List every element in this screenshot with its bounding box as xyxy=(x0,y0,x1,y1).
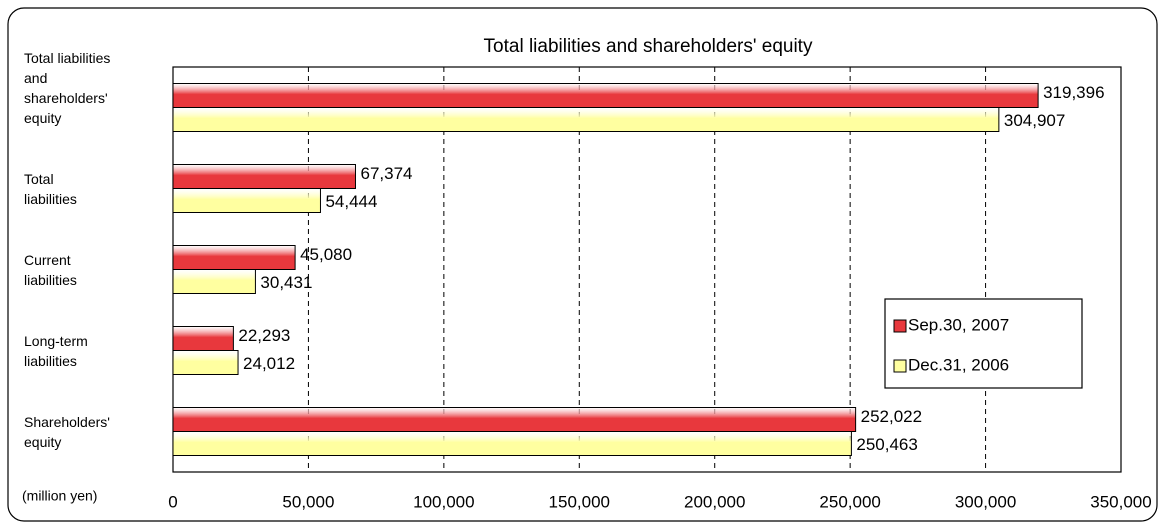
x-tick-label: 150,000 xyxy=(549,492,610,511)
legend-swatch xyxy=(893,359,907,373)
x-tick-label: 50,000 xyxy=(282,492,334,511)
category-label: Total liabilities xyxy=(24,170,77,207)
value-label: 22,293 xyxy=(238,326,290,345)
bar xyxy=(172,188,321,213)
bar xyxy=(172,326,234,351)
category-label: Shareholders' equity xyxy=(24,413,110,450)
value-label: 30,431 xyxy=(260,273,312,292)
value-label: 304,907 xyxy=(1004,111,1065,130)
value-label: 319,396 xyxy=(1043,83,1104,102)
legend-box xyxy=(884,298,1083,389)
x-tick-label: 350,000 xyxy=(1090,492,1151,511)
category-label: Total liabilities and shareholders' equi… xyxy=(24,49,111,126)
category-label: Current liabilities xyxy=(24,251,77,288)
bar xyxy=(172,407,857,432)
x-tick-label: 250,000 xyxy=(819,492,880,511)
legend-swatch xyxy=(893,319,907,333)
legend-label: Dec.31, 2006 xyxy=(908,355,1009,374)
bar xyxy=(172,245,296,270)
value-label: 54,444 xyxy=(325,192,377,211)
value-label: 67,374 xyxy=(360,164,412,183)
value-label: 45,080 xyxy=(300,245,352,264)
bar xyxy=(172,107,1000,132)
bar xyxy=(172,350,239,375)
x-tick-label: 100,000 xyxy=(413,492,474,511)
x-tick-label: 300,000 xyxy=(955,492,1016,511)
annotation: (million yen) xyxy=(22,488,97,504)
value-label: 250,463 xyxy=(856,435,917,454)
legend-label: Sep.30, 2007 xyxy=(908,315,1009,334)
category-label: Long-term liabilities xyxy=(24,332,88,369)
x-tick-label: 200,000 xyxy=(684,492,745,511)
x-tick-label: 0 xyxy=(168,492,177,511)
bar xyxy=(172,431,852,456)
bar xyxy=(172,164,356,189)
bar xyxy=(172,269,256,294)
value-label: 252,022 xyxy=(861,407,922,426)
value-label: 24,012 xyxy=(243,354,295,373)
plot-area xyxy=(173,67,1121,472)
bar xyxy=(172,83,1039,108)
chart-title: Total liabilities and shareholders' equi… xyxy=(484,36,813,57)
